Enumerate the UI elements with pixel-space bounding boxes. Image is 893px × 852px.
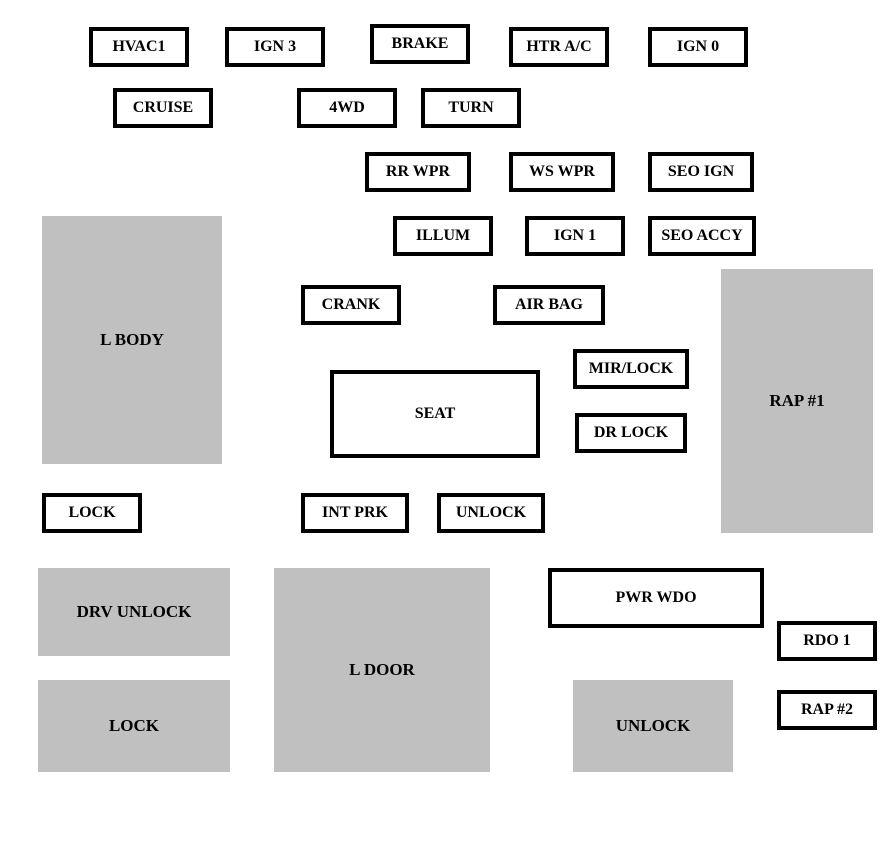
- fuse-unlock-big: UNLOCK: [573, 680, 733, 772]
- fuse-lock-small: LOCK: [42, 493, 142, 533]
- fuse-hvac1: HVAC1: [89, 27, 189, 67]
- fuse-drv-unlock: DRV UNLOCK: [38, 568, 230, 656]
- fuse-crank: CRANK: [301, 285, 401, 325]
- fuse-lock-big: LOCK: [38, 680, 230, 772]
- fuse-4wd: 4WD: [297, 88, 397, 128]
- fuse-l-door: L DOOR: [274, 568, 490, 772]
- fuse-mir-lock: MIR/LOCK: [573, 349, 689, 389]
- fuse-ign0: IGN 0: [648, 27, 748, 67]
- fuse-rr-wpr: RR WPR: [365, 152, 471, 192]
- fuse-seo-accy: SEO ACCY: [648, 216, 756, 256]
- fuse-rap2: RAP #2: [777, 690, 877, 730]
- fuse-seo-ign: SEO IGN: [648, 152, 754, 192]
- fuse-rap1: RAP #1: [721, 269, 873, 533]
- fuse-air-bag: AIR BAG: [493, 285, 605, 325]
- fuse-seat: SEAT: [330, 370, 540, 458]
- fuse-l-body: L BODY: [42, 216, 222, 464]
- fuse-turn: TURN: [421, 88, 521, 128]
- fuse-cruise: CRUISE: [113, 88, 213, 128]
- fuse-pwr-wdo: PWR WDO: [548, 568, 764, 628]
- fuse-ign1: IGN 1: [525, 216, 625, 256]
- fuse-htr-ac: HTR A/C: [509, 27, 609, 67]
- fuse-ign3: IGN 3: [225, 27, 325, 67]
- fuse-dr-lock: DR LOCK: [575, 413, 687, 453]
- fuse-box-diagram: HVAC1 IGN 3 BRAKE HTR A/C IGN 0 CRUISE 4WD TURN…: [0, 0, 893, 852]
- fuse-int-prk: INT PRK: [301, 493, 409, 533]
- fuse-rdo1: RDO 1: [777, 621, 877, 661]
- fuse-unlock-small: UNLOCK: [437, 493, 545, 533]
- fuse-illum: ILLUM: [393, 216, 493, 256]
- fuse-brake: BRAKE: [370, 24, 470, 64]
- fuse-ws-wpr: WS WPR: [509, 152, 615, 192]
